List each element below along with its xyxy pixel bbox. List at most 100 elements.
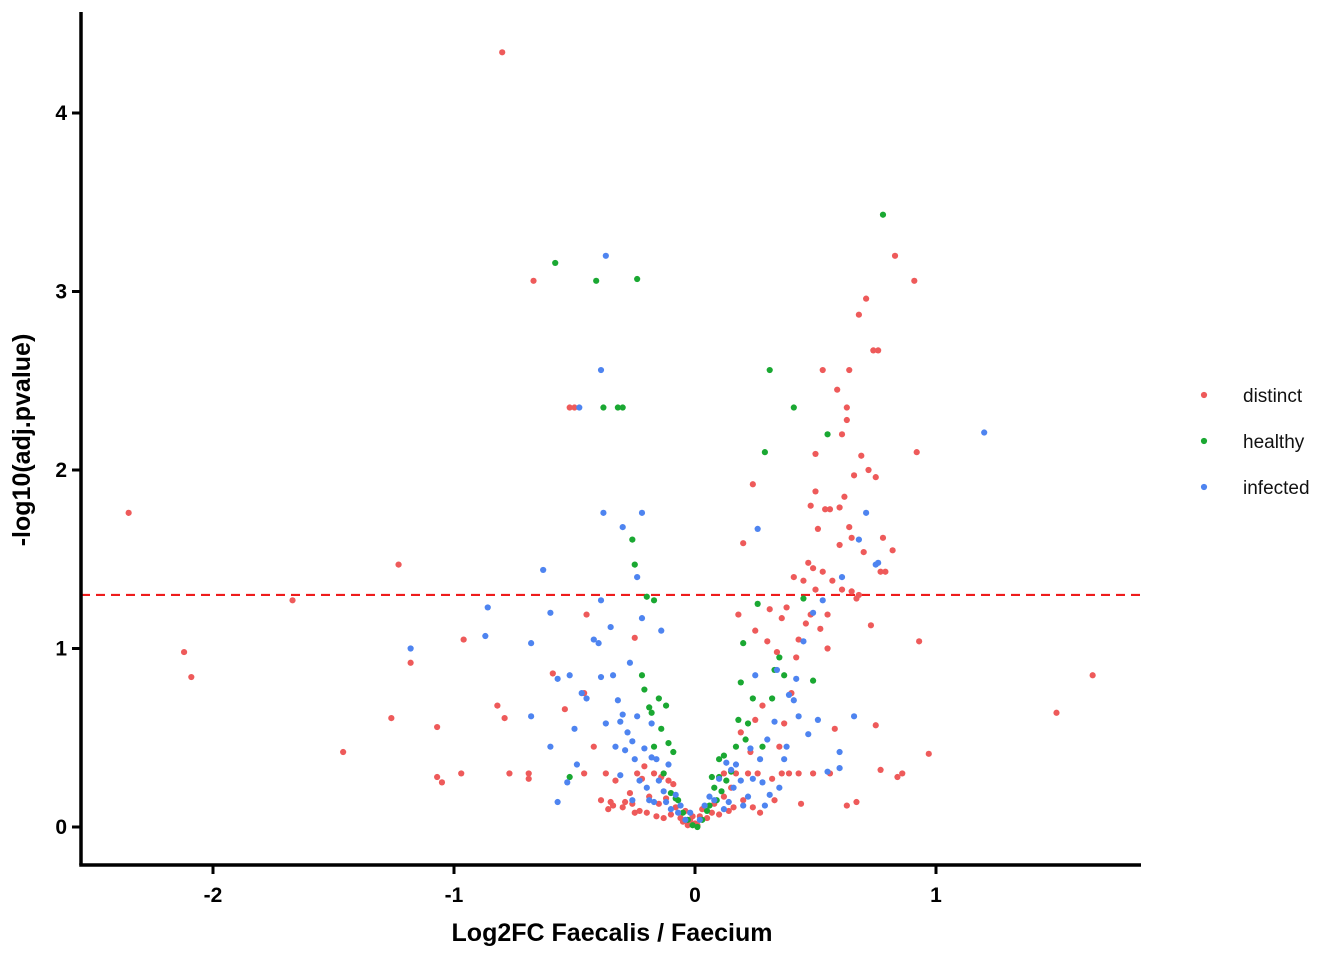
point-distinct <box>754 770 761 777</box>
point-infected <box>634 713 641 720</box>
point-distinct <box>407 659 414 666</box>
point-distinct <box>708 809 715 816</box>
point-distinct <box>641 763 648 770</box>
point-distinct <box>684 822 691 829</box>
x-axis-title: Log2FC Faecalis / Faecium <box>452 919 773 947</box>
point-infected <box>723 759 730 766</box>
point-infected <box>819 597 826 604</box>
point-infected <box>648 720 655 727</box>
point-distinct <box>670 781 677 788</box>
point-distinct <box>899 770 906 777</box>
point-distinct <box>773 648 781 656</box>
point-healthy <box>718 788 725 795</box>
point-distinct <box>653 813 660 820</box>
point-distinct <box>911 277 918 284</box>
point-infected <box>716 775 723 782</box>
point-distinct <box>877 568 884 575</box>
point-infected <box>655 777 662 784</box>
point-distinct <box>776 743 783 750</box>
point-infected <box>602 720 609 727</box>
point-distinct <box>785 770 793 777</box>
point-healthy <box>732 743 740 750</box>
point-infected <box>747 745 754 752</box>
point-infected <box>595 640 602 647</box>
point-infected <box>838 574 846 581</box>
point-healthy <box>824 431 831 438</box>
point-infected <box>636 777 643 784</box>
point-distinct <box>848 534 855 541</box>
point-healthy <box>740 640 747 647</box>
point-distinct <box>756 809 764 816</box>
point-distinct <box>829 577 836 584</box>
point-infected <box>624 729 631 736</box>
legend: distinct healthy infected <box>1200 386 1310 499</box>
point-infected <box>783 743 790 750</box>
point-distinct <box>583 611 590 618</box>
point-infected <box>564 779 571 786</box>
point-distinct <box>672 804 679 811</box>
point-distinct <box>720 793 728 800</box>
point-infected <box>720 806 728 813</box>
point-distinct <box>395 561 402 568</box>
point-distinct <box>867 622 875 629</box>
point-distinct <box>631 809 638 816</box>
point-healthy <box>614 404 621 411</box>
point-distinct <box>812 488 819 495</box>
point-distinct <box>822 506 829 513</box>
axis-ticks: -2 -1 0 1 0 1 2 3 4 <box>55 102 942 907</box>
x-tick-label: 0 <box>689 884 701 907</box>
point-distinct <box>838 431 846 438</box>
point-distinct <box>609 802 617 809</box>
point-infected <box>744 793 752 800</box>
point-distinct <box>802 620 809 627</box>
point-infected <box>981 429 988 436</box>
point-distinct <box>631 634 638 641</box>
point-infected <box>607 623 614 631</box>
y-tick-label: 3 <box>55 281 67 304</box>
point-distinct <box>913 449 920 456</box>
point-infected <box>653 756 660 763</box>
point-healthy <box>776 654 783 661</box>
point-infected <box>855 536 862 543</box>
point-distinct <box>843 404 850 411</box>
point-distinct <box>877 766 884 773</box>
point-distinct <box>501 715 508 722</box>
point-infected <box>749 775 756 782</box>
point-distinct <box>289 597 296 604</box>
point-distinct <box>860 549 867 556</box>
point-distinct <box>824 645 831 652</box>
point-infected <box>638 509 646 516</box>
point-distinct <box>848 588 855 595</box>
point-infected <box>672 791 679 798</box>
point-infected <box>766 791 773 798</box>
point-infected <box>667 806 675 813</box>
point-distinct <box>841 493 848 500</box>
point-distinct <box>819 568 826 575</box>
point-infected <box>706 793 713 800</box>
point-distinct <box>566 404 573 411</box>
point-infected <box>590 636 597 643</box>
point-healthy <box>593 277 600 284</box>
point-distinct <box>730 804 737 811</box>
point-healthy <box>619 404 626 411</box>
point-distinct <box>764 638 771 645</box>
point-distinct <box>634 770 641 777</box>
point-infected <box>737 777 744 784</box>
point-distinct <box>725 807 732 815</box>
x-tick-label: -2 <box>204 884 223 907</box>
point-infected <box>658 627 665 634</box>
point-healthy <box>735 716 742 724</box>
point-healthy <box>641 686 648 693</box>
point-infected <box>711 797 718 804</box>
point-infected <box>617 772 624 779</box>
point-healthy <box>660 770 667 777</box>
point-distinct <box>581 770 588 777</box>
point-distinct <box>824 611 831 618</box>
point-infected <box>631 756 638 763</box>
point-infected <box>576 404 583 411</box>
point-infected <box>578 690 585 697</box>
point-infected <box>850 713 858 720</box>
point-distinct <box>636 807 643 815</box>
point-distinct <box>655 800 662 807</box>
point-infected <box>629 797 636 804</box>
